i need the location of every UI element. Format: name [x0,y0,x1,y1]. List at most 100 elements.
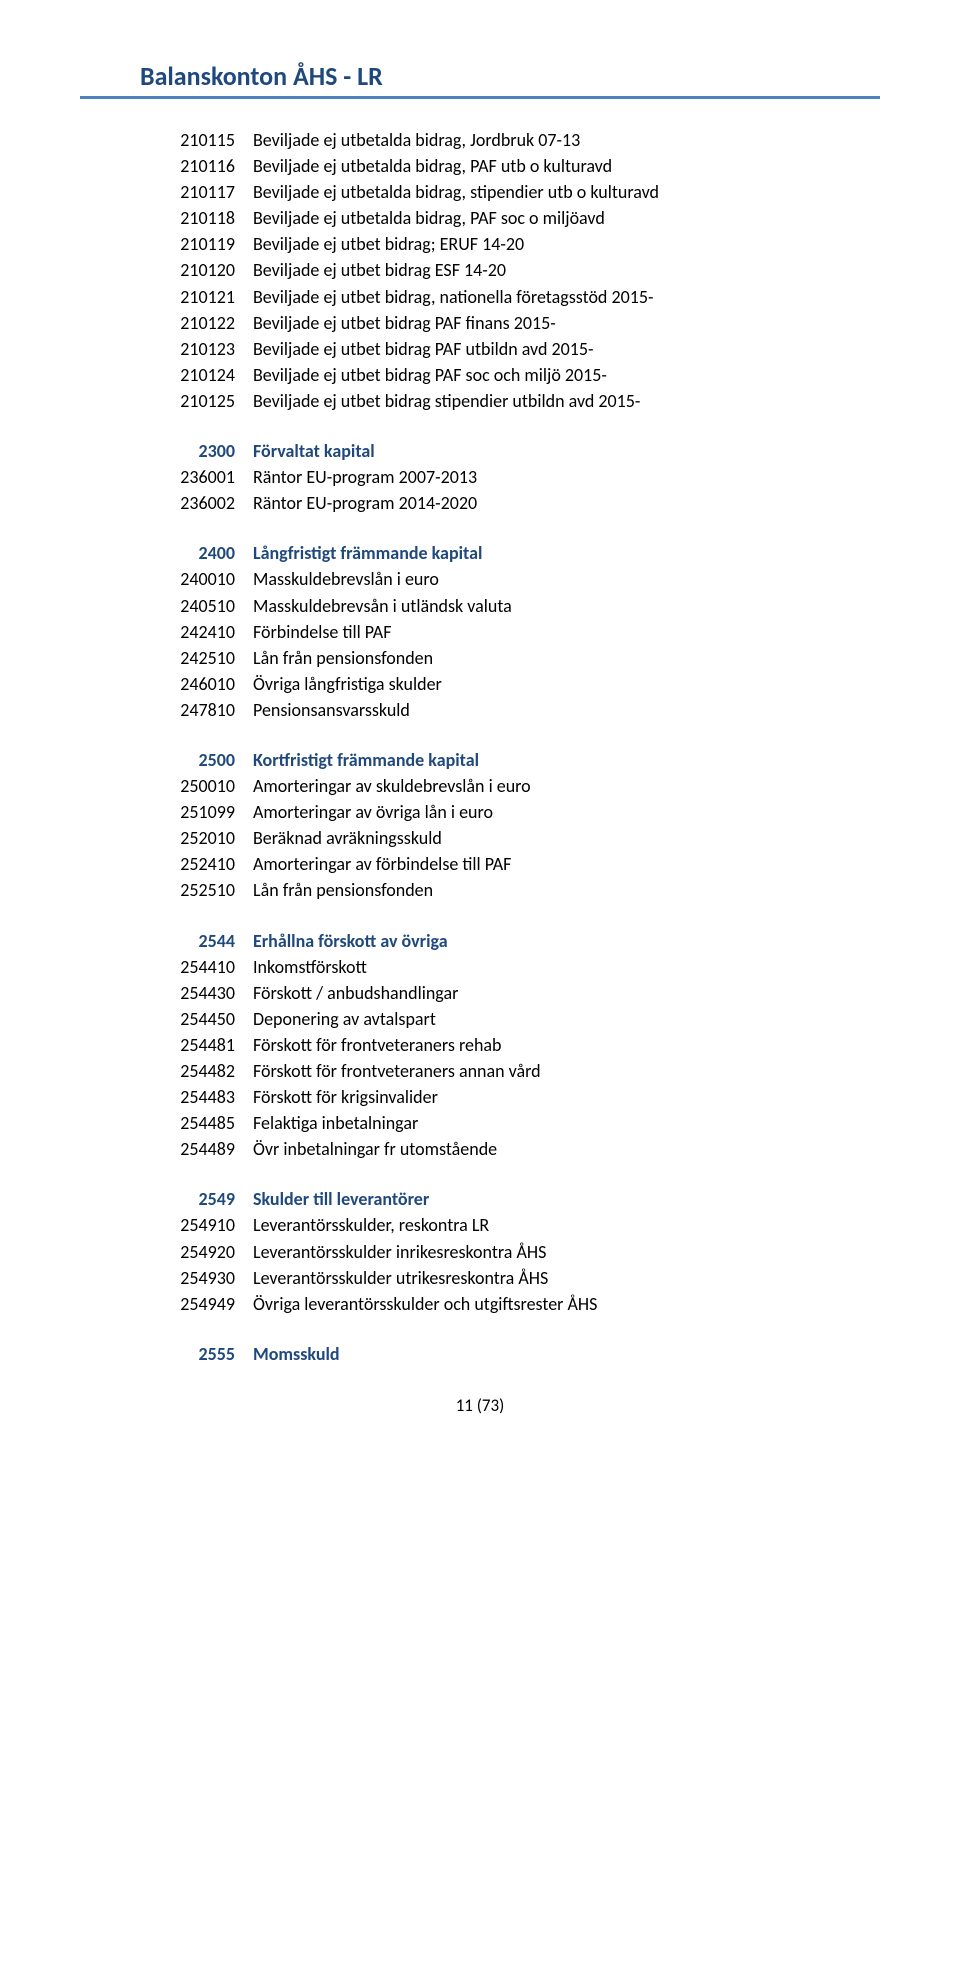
account-row: 254489Övr inbetalningar fr utomstående [80,1136,880,1162]
account-row: 210120Beviljade ej utbet bidrag ESF 14-2… [80,257,880,283]
section-header-row: 2300Förvaltat kapital [80,438,880,464]
account-desc: Leverantörsskulder, reskontra LR [253,1212,880,1238]
section-header-row: 2500Kortfristigt främmande kapital [80,747,880,773]
account-row: 240510Masskuldebrevsån i utländsk valuta [80,593,880,619]
account-desc: Beviljade ej utbetalda bidrag, Jordbruk … [253,127,880,153]
account-desc: Beviljade ej utbetalda bidrag, PAF utb o… [253,153,880,179]
account-code: 210125 [80,388,253,414]
section-header-code: 2300 [80,438,253,464]
account-desc: Leverantörsskulder inrikesreskontra ÅHS [253,1239,880,1265]
account-desc: Beviljade ej utbet bidrag PAF utbildn av… [253,336,880,362]
account-desc: Förbindelse till PAF [253,619,880,645]
account-desc: Övriga långfristiga skulder [253,671,880,697]
account-row: 252510Lån från pensionsfonden [80,877,880,903]
account-row: 236001Räntor EU-program 2007-2013 [80,464,880,490]
section-header-desc: Skulder till leverantörer [253,1186,880,1212]
account-row: 251099Amorteringar av övriga lån i euro [80,799,880,825]
account-row: 254482Förskott för frontveteraners annan… [80,1058,880,1084]
section-header-desc: Erhållna förskott av övriga [253,928,880,954]
account-desc: Räntor EU-program 2007-2013 [253,464,880,490]
account-row: 254485Felaktiga inbetalningar [80,1110,880,1136]
section-header-code: 2549 [80,1186,253,1212]
section-header-desc: Kortfristigt främmande kapital [253,747,880,773]
account-code: 210117 [80,179,253,205]
section-header-code: 2544 [80,928,253,954]
account-code: 254483 [80,1084,253,1110]
account-code: 251099 [80,799,253,825]
account-row: 210118Beviljade ej utbetalda bidrag, PAF… [80,205,880,231]
account-code: 247810 [80,697,253,723]
section: 2300Förvaltat kapital236001Räntor EU-pro… [80,438,880,516]
account-code: 242410 [80,619,253,645]
account-row: 210119Beviljade ej utbet bidrag; ERUF 14… [80,231,880,257]
section: 2500Kortfristigt främmande kapital250010… [80,747,880,904]
section-header-desc: Momsskuld [253,1341,880,1367]
account-row: 252010Beräknad avräkningsskuld [80,825,880,851]
account-row: 250010Amorteringar av skuldebrevslån i e… [80,773,880,799]
account-code: 254949 [80,1291,253,1317]
account-desc: Masskuldebrevslån i euro [253,566,880,592]
account-code: 210115 [80,127,253,153]
account-code: 254920 [80,1239,253,1265]
account-code: 254485 [80,1110,253,1136]
account-row: 254481Förskott för frontveteraners rehab [80,1032,880,1058]
section-header-row: 2549Skulder till leverantörer [80,1186,880,1212]
account-row: 246010Övriga långfristiga skulder [80,671,880,697]
account-row: 254930Leverantörsskulder utrikesreskontr… [80,1265,880,1291]
account-code: 210116 [80,153,253,179]
section-header-desc: Långfristigt främmande kapital [253,540,880,566]
page-title: Balanskonton ÅHS - LR [80,60,880,99]
section-header-code: 2500 [80,747,253,773]
account-code: 254430 [80,980,253,1006]
account-row: 254920Leverantörsskulder inrikesreskontr… [80,1239,880,1265]
section: 2549Skulder till leverantörer254910Lever… [80,1186,880,1316]
account-row: 210123Beviljade ej utbet bidrag PAF utbi… [80,336,880,362]
account-desc: Beräknad avräkningsskuld [253,825,880,851]
account-code: 236001 [80,464,253,490]
account-code: 254482 [80,1058,253,1084]
account-desc: Förskott för frontveteraners annan vård [253,1058,880,1084]
account-code: 254489 [80,1136,253,1162]
page-footer: 11 (73) [80,1395,880,1416]
account-code: 252010 [80,825,253,851]
section: 210115Beviljade ej utbetalda bidrag, Jor… [80,127,880,414]
account-row: 254450Deponering av avtalspart [80,1006,880,1032]
account-row: 210116Beviljade ej utbetalda bidrag, PAF… [80,153,880,179]
account-code: 210122 [80,310,253,336]
account-desc: Masskuldebrevsån i utländsk valuta [253,593,880,619]
account-desc: Förskott / anbudshandlingar [253,980,880,1006]
account-row: 254430Förskott / anbudshandlingar [80,980,880,1006]
account-code: 210118 [80,205,253,231]
account-row: 242510Lån från pensionsfonden [80,645,880,671]
account-row: 254910Leverantörsskulder, reskontra LR [80,1212,880,1238]
section: 2400Långfristigt främmande kapital240010… [80,540,880,723]
account-code: 254930 [80,1265,253,1291]
account-desc: Amorteringar av övriga lån i euro [253,799,880,825]
section-header-desc: Förvaltat kapital [253,438,880,464]
section-header-row: 2544Erhållna förskott av övriga [80,928,880,954]
account-desc: Förskott för frontveteraners rehab [253,1032,880,1058]
account-code: 210124 [80,362,253,388]
account-code: 246010 [80,671,253,697]
account-code: 210119 [80,231,253,257]
account-desc: Inkomstförskott [253,954,880,980]
account-row: 210117Beviljade ej utbetalda bidrag, sti… [80,179,880,205]
account-code: 254450 [80,1006,253,1032]
account-desc: Beviljade ej utbet bidrag ESF 14-20 [253,257,880,283]
account-desc: Förskott för krigsinvalider [253,1084,880,1110]
account-desc: Beviljade ej utbet bidrag PAF finans 201… [253,310,880,336]
account-row: 210121Beviljade ej utbet bidrag, natione… [80,284,880,310]
account-code: 210120 [80,257,253,283]
section-header-code: 2555 [80,1341,253,1367]
section: 2555Momsskuld [80,1341,880,1367]
account-row: 210115Beviljade ej utbetalda bidrag, Jor… [80,127,880,153]
account-list: 210115Beviljade ej utbetalda bidrag, Jor… [80,127,880,1367]
account-row: 210124Beviljade ej utbet bidrag PAF soc … [80,362,880,388]
account-row: 236002Räntor EU-program 2014-2020 [80,490,880,516]
account-row: 242410Förbindelse till PAF [80,619,880,645]
account-row: 252410Amorteringar av förbindelse till P… [80,851,880,877]
account-desc: Lån från pensionsfonden [253,877,880,903]
account-desc: Beviljade ej utbetalda bidrag, PAF soc o… [253,205,880,231]
account-desc: Amorteringar av förbindelse till PAF [253,851,880,877]
account-code: 252510 [80,877,253,903]
